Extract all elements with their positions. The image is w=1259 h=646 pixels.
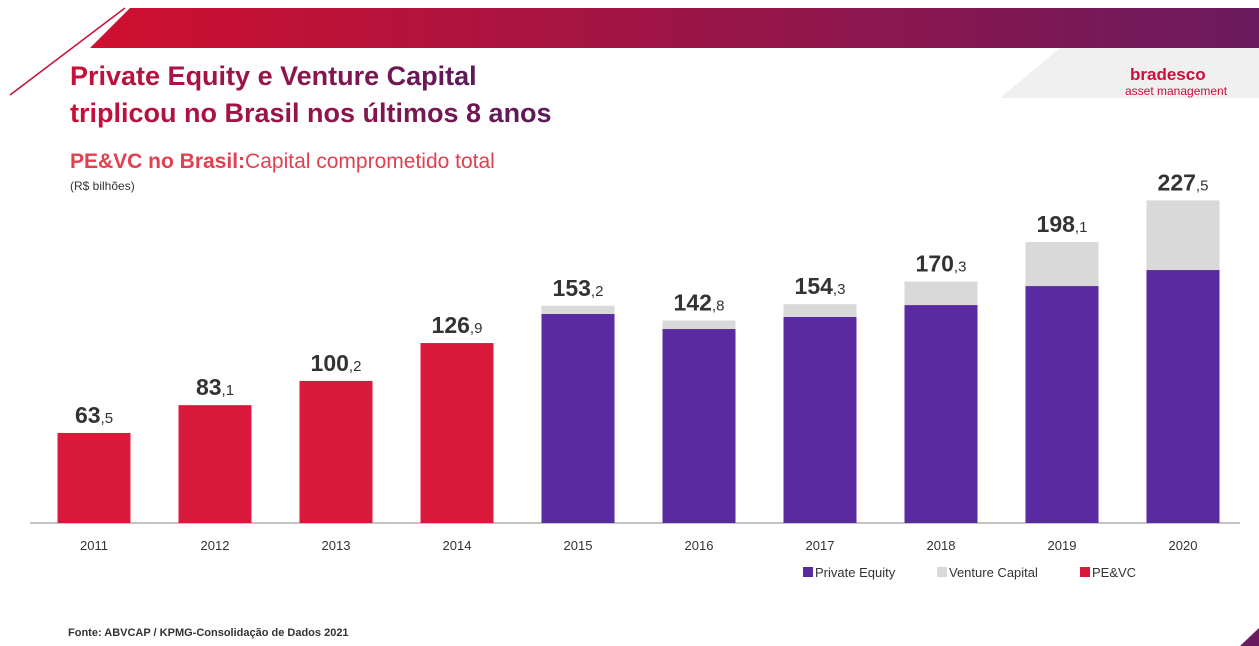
unit-label: (R$ bilhões) bbox=[70, 179, 135, 193]
logo-bg bbox=[1000, 48, 1259, 98]
bar-segment bbox=[541, 305, 615, 314]
logo-sub: asset management bbox=[1125, 84, 1228, 98]
x-tick-label: 2017 bbox=[806, 538, 835, 553]
x-tick-label: 2014 bbox=[443, 538, 472, 553]
total-label: 126,9 bbox=[432, 312, 483, 338]
total-label: 100,2 bbox=[311, 350, 362, 376]
legend-label: Venture Capital bbox=[949, 565, 1038, 580]
legend-label: Private Equity bbox=[815, 565, 896, 580]
total-label: 198,1 bbox=[1037, 211, 1088, 237]
total-label: 63,5 bbox=[75, 402, 113, 428]
logo-name: bradesco bbox=[1130, 65, 1206, 84]
bar-segment bbox=[1025, 286, 1099, 523]
total-label: 142,8 bbox=[674, 290, 725, 316]
chart-title-bold: PE&VC no Brasil: bbox=[70, 150, 245, 173]
total-label: 153,2 bbox=[553, 275, 604, 301]
header-band bbox=[90, 8, 1259, 48]
total-label: 227,5 bbox=[1158, 169, 1209, 195]
total-label: 154,3 bbox=[795, 273, 846, 299]
chart-title: PE&VC no Brasil:Capital comprometido tot… bbox=[70, 150, 495, 173]
bar-segment bbox=[1146, 200, 1220, 271]
bar-segment bbox=[57, 432, 131, 523]
bar-segment bbox=[662, 320, 736, 330]
bar-segment bbox=[904, 305, 978, 523]
bar-segment bbox=[299, 380, 373, 523]
header-line bbox=[9, 7, 126, 96]
bar-segment bbox=[904, 281, 978, 306]
x-tick-label: 2018 bbox=[927, 538, 956, 553]
x-tick-label: 2020 bbox=[1169, 538, 1198, 553]
legend-swatch bbox=[1080, 567, 1090, 577]
x-tick-label: 2011 bbox=[80, 538, 108, 553]
title: Private Equity e Venture Capital bbox=[70, 61, 477, 91]
legend-swatch bbox=[937, 567, 947, 577]
x-tick-label: 2019 bbox=[1048, 538, 1077, 553]
bar-segment bbox=[1025, 242, 1099, 287]
chart-title-rest: Capital comprometido total bbox=[245, 150, 495, 173]
bar-segment bbox=[178, 405, 252, 523]
title: triplicou no Brasil nos últimos 8 anos bbox=[70, 98, 552, 128]
source: Fonte: ABVCAP / KPMG-Consolidação de Dad… bbox=[68, 627, 349, 639]
x-tick-label: 2015 bbox=[564, 538, 593, 553]
legend-swatch bbox=[803, 567, 813, 577]
x-tick-label: 2012 bbox=[201, 538, 230, 553]
bar-segment bbox=[1146, 270, 1220, 523]
x-tick-label: 2016 bbox=[685, 538, 714, 553]
legend-label: PE&VC bbox=[1092, 565, 1136, 580]
bar-segment bbox=[662, 329, 736, 523]
total-label: 83,1 bbox=[196, 374, 234, 400]
bar-segment bbox=[783, 316, 857, 523]
bar-segment bbox=[783, 304, 857, 317]
bar-segment bbox=[420, 343, 494, 523]
total-label: 170,3 bbox=[916, 251, 967, 277]
bar-segment bbox=[541, 313, 615, 523]
corner bbox=[1240, 628, 1259, 646]
x-tick-label: 2013 bbox=[322, 538, 351, 553]
